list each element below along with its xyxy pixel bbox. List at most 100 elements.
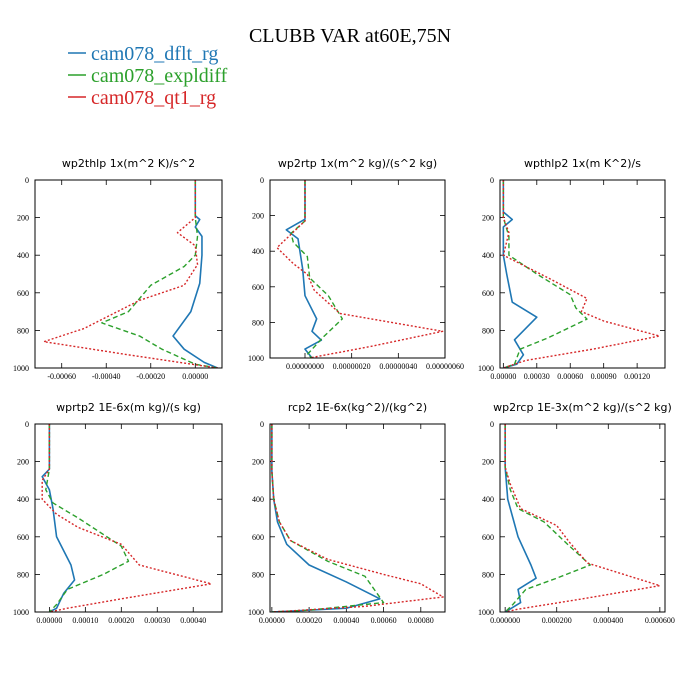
series-line-cam078_expldiff [502, 180, 588, 368]
series-line-cam078_qt1_rg [43, 180, 218, 368]
plot-frame [499, 423, 666, 613]
x-tick-label: 0.00030 [144, 616, 170, 625]
y-tick-label: 200 [252, 212, 264, 221]
figure-title: CLUBB VAR at60E,75N [249, 25, 451, 47]
series-line-cam078_dflt_rg [285, 180, 323, 358]
x-tick-label: 0.00040 [333, 616, 359, 625]
y-tick-label: 0 [260, 420, 264, 429]
series-line-cam078_qt1_rg [271, 424, 444, 612]
x-tick-label: 0.00090 [591, 372, 617, 381]
series-line-cam078_expldiff [504, 424, 591, 612]
x-tick-label: 0.00000 [36, 616, 62, 625]
y-tick-label: 1000 [13, 608, 29, 617]
x-tick-label: 0.00120 [624, 372, 650, 381]
y-tick-label: 600 [17, 289, 29, 298]
series-line-cam078_qt1_rg [41, 424, 212, 612]
x-tick-label: 0.00020 [296, 616, 322, 625]
x-tick-label: 0.00060 [557, 372, 583, 381]
series-line-cam078_expldiff [271, 424, 385, 612]
y-tick-label: 600 [252, 283, 264, 292]
panels: wp2thlp 1x(m^2 K)/s^2 0 200 400 600 800 1000 -0… [13, 157, 675, 625]
series-line-cam078_qt1_rg [276, 180, 444, 358]
series-line-cam078_dflt_rg [172, 180, 218, 368]
legend: cam078_dflt_rg cam078_expldiff cam078_qt… [68, 43, 228, 109]
y-tick-label: 600 [252, 533, 264, 542]
y-tick-label: 400 [252, 247, 264, 256]
plot-frame [34, 179, 223, 369]
y-tick-label: 1000 [478, 364, 494, 373]
y-tick-label: 200 [252, 458, 264, 467]
y-tick-label: 400 [482, 251, 494, 260]
y-tick-label: 1000 [248, 608, 264, 617]
panel-2: wp2rtp 1x(m^2 kg)/(s^2 kg) 0 200 400 600 800 1… [248, 157, 464, 371]
plot-frame [269, 179, 446, 359]
y-tick-label: 1000 [13, 364, 29, 373]
panel-1: wp2thlp 1x(m^2 K)/s^2 0 200 400 600 800 1000 -0… [13, 157, 223, 381]
series-line-cam078_dflt_rg [271, 424, 381, 612]
y-tick-label: 400 [252, 495, 264, 504]
panel-6: wp2rcp 1E-3x(m^2 kg)/(s^2 kg) 0 200 400 600 8… [478, 401, 675, 625]
panel-title: wpthlp2 1x(m K^2)/s [524, 157, 641, 170]
y-tick-label: 400 [482, 495, 494, 504]
plot-frame [34, 423, 223, 613]
series-line-cam078_expldiff [101, 180, 218, 368]
panel-title: wp2rtp 1x(m^2 kg)/(s^2 kg) [278, 157, 437, 170]
panel-title: rcp2 1E-6x(kg^2)/(kg^2) [288, 401, 427, 414]
panel-4: wprtp2 1E-6x(m kg)/(s kg) 0 200 400 600 800 10… [13, 401, 223, 625]
y-tick-label: 800 [482, 570, 494, 579]
x-tick-label: 0.000600 [645, 616, 675, 625]
x-tick-label: 0.00020 [108, 616, 134, 625]
x-tick-label: 0.000200 [542, 616, 572, 625]
y-tick-label: 600 [482, 289, 494, 298]
panel-title: wp2rcp 1E-3x(m^2 kg)/(s^2 kg) [493, 401, 672, 414]
y-tick-label: 800 [252, 318, 264, 327]
y-tick-label: 1000 [478, 608, 494, 617]
x-tick-label: 0.00000040 [379, 362, 417, 371]
y-tick-label: 0 [25, 420, 29, 429]
panel-5: rcp2 1E-6x(kg^2)/(kg^2) 0 200 400 600 800 1000… [248, 401, 446, 625]
x-tick-label: 0.00000060 [426, 362, 464, 371]
legend-label-expldiff: cam078_expldiff [91, 65, 228, 87]
series-line-cam078_dflt_rg [41, 424, 76, 612]
y-tick-label: 600 [17, 533, 29, 542]
x-tick-label: 0.00040 [180, 616, 206, 625]
series-line-cam078_dflt_rg [504, 424, 537, 612]
panel-title: wprtp2 1E-6x(m kg)/(s kg) [56, 401, 201, 414]
x-tick-label: -0.00020 [136, 372, 165, 381]
y-tick-label: 200 [17, 214, 29, 223]
plot-frame [499, 179, 666, 369]
plot-frame [269, 423, 446, 613]
y-tick-label: 800 [482, 326, 494, 335]
y-tick-label: 800 [17, 570, 29, 579]
x-tick-label: -0.00040 [92, 372, 121, 381]
y-tick-label: 400 [17, 251, 29, 260]
y-tick-label: 200 [482, 214, 494, 223]
legend-label-dflt: cam078_dflt_rg [91, 43, 218, 65]
y-tick-label: 800 [252, 570, 264, 579]
panel-3: wpthlp2 1x(m K^2)/s020040060080010000.00… [478, 157, 666, 381]
x-tick-label: 0.00000 [182, 372, 208, 381]
series-line-cam078_qt1_rg [504, 424, 661, 612]
x-tick-label: 0.00000020 [333, 362, 371, 371]
series-line-cam078_expldiff [45, 424, 130, 612]
y-tick-label: 200 [482, 458, 494, 467]
y-tick-label: 0 [260, 176, 264, 185]
legend-label-qt1: cam078_qt1_rg [91, 87, 216, 109]
y-tick-label: 600 [482, 533, 494, 542]
y-tick-label: 0 [25, 176, 29, 185]
y-tick-label: 0 [490, 420, 494, 429]
x-tick-label: -0.00060 [47, 372, 76, 381]
series-line-cam078_expldiff [290, 180, 344, 358]
y-tick-label: 800 [17, 326, 29, 335]
x-tick-label: 0.00000 [490, 372, 516, 381]
x-tick-label: 0.00030 [524, 372, 550, 381]
panel-title: wp2thlp 1x(m^2 K)/s^2 [62, 157, 195, 170]
x-tick-label: 0.00010 [72, 616, 98, 625]
y-tick-label: 400 [17, 495, 29, 504]
x-tick-label: 0.000400 [593, 616, 623, 625]
x-tick-label: 0.00060 [371, 616, 397, 625]
x-tick-label: 0.000000 [490, 616, 520, 625]
x-tick-label: 0.00000 [259, 616, 285, 625]
x-tick-label: 0.00080 [408, 616, 434, 625]
